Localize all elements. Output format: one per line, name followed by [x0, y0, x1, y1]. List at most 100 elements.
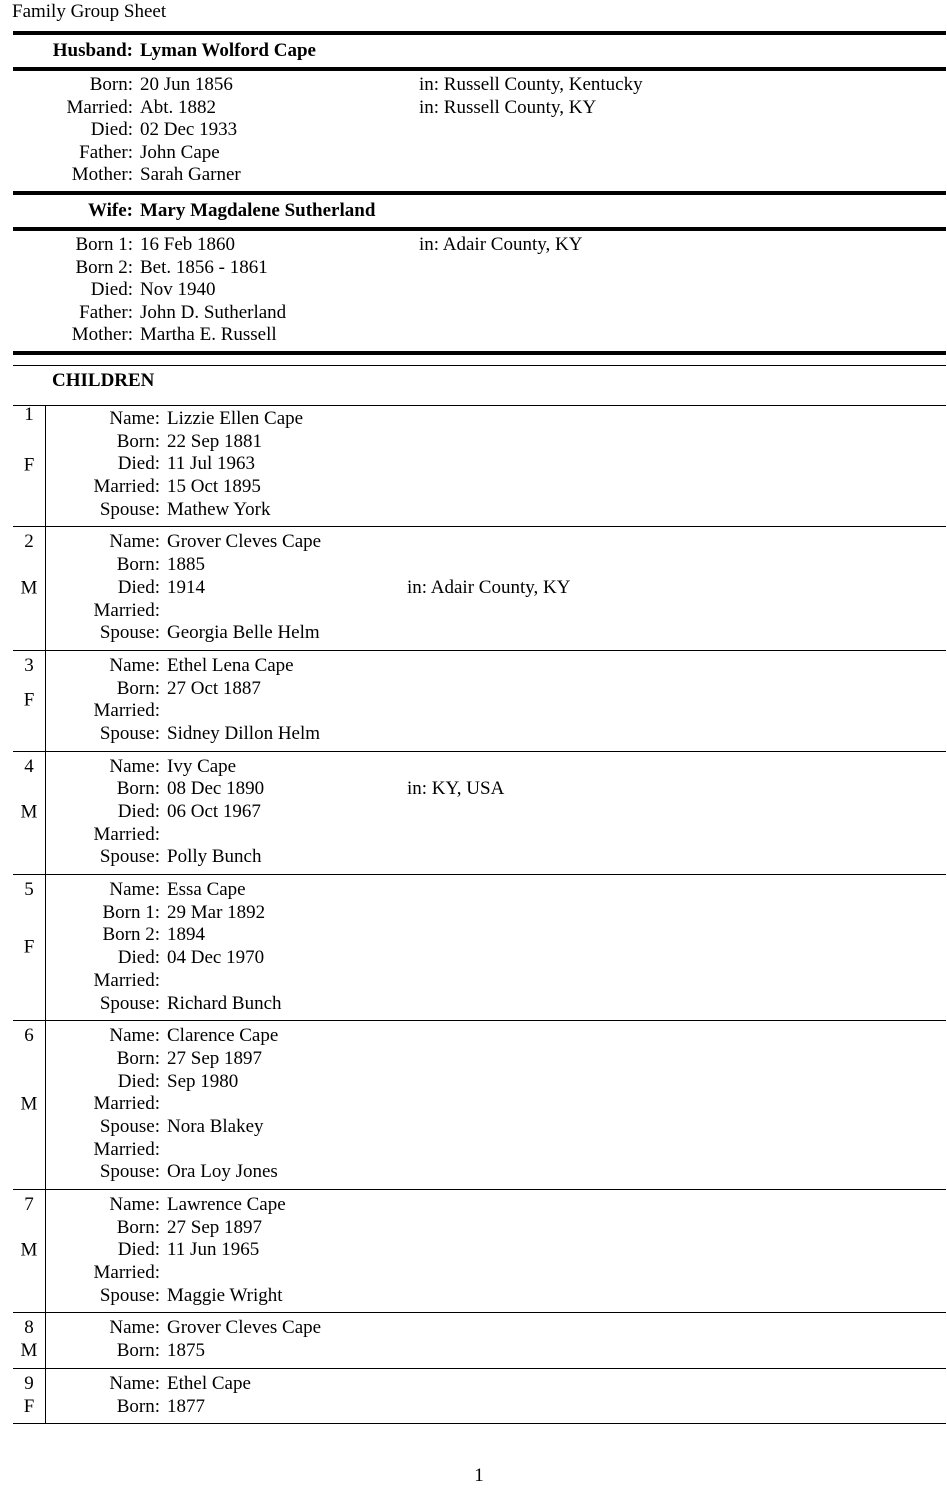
fact-value: 15 Oct 1895: [167, 476, 261, 498]
fact-value: 06 Oct 1967: [167, 801, 261, 822]
fact-row: Name: Clarence Cape: [46, 1025, 407, 1048]
fact-row: Married:: [46, 824, 504, 847]
fact-label: Born 1:: [102, 901, 160, 923]
fact-row: Born 2: Bet. 1856 - 1861: [13, 257, 946, 280]
fact-value: Grover Cleves Cape: [167, 531, 322, 553]
page-number: 1: [474, 1465, 484, 1486]
fact-row: Married:: [46, 700, 407, 723]
fact-row: Name: Grover Cleves Cape: [46, 531, 570, 554]
fact-value: 27 Oct 1887: [167, 677, 261, 699]
divider: [13, 191, 946, 195]
fact-label: Died:: [117, 947, 160, 969]
fact-row: Spouse: Ora Loy Jones: [46, 1161, 407, 1184]
child-number: 6: [24, 1025, 34, 1047]
fact-row: Father: John Cape: [13, 142, 946, 165]
wife-name: Mary Magdalene Sutherland: [140, 200, 376, 221]
child-number: 1: [24, 404, 34, 425]
fact-label: Father:: [79, 301, 133, 323]
fact-value: [167, 1139, 407, 1162]
fact-value: Lawrence Cape: [167, 1194, 286, 1215]
divider: [13, 31, 946, 35]
fact-row: Born: 1885: [46, 554, 570, 577]
fact-row: Married:: [46, 1093, 407, 1116]
fact-label: Name:: [109, 408, 160, 429]
fact-value: Polly Bunch: [167, 846, 262, 868]
fact-value: Georgia Belle Helm: [167, 622, 320, 644]
child-gender: F: [23, 454, 35, 476]
fact-row: Name: Essa Cape: [46, 879, 407, 902]
fact-value: Lizzie Ellen Cape: [167, 408, 304, 429]
fact-label: Born:: [116, 430, 160, 452]
fact-label: Died:: [117, 1239, 160, 1261]
fact-label: Married:: [66, 96, 133, 118]
child-facts: Name: Lawrence Cape Born: 27 Sep 1897 Died: 1…: [46, 1190, 407, 1312]
child-facts: Name: Ethel Cape Born: 1877: [46, 1369, 407, 1423]
fact-label: Name:: [109, 755, 160, 777]
fact-label: Married:: [93, 823, 160, 845]
fact-row: Born: 08 Dec 1890 in: KY, USA: [46, 778, 505, 801]
fact-place: in: Adair County, KY: [419, 234, 583, 255]
fact-row: Spouse: Georgia Belle Helm: [46, 622, 570, 645]
fact-row: Born 2: 1894: [46, 924, 407, 947]
fact-label: Name:: [109, 531, 160, 553]
fact-row: Married: 15 Oct 1895: [46, 476, 407, 499]
child-gender: F: [23, 1395, 35, 1417]
fact-value: [167, 1093, 407, 1116]
fact-label: Born:: [116, 778, 160, 800]
fact-value: 27 Sep 1897: [167, 1216, 262, 1238]
fact-row: Born 1: 29 Mar 1892: [46, 902, 407, 925]
fact-label: Spouse:: [99, 1161, 160, 1183]
child-facts: Name: Lizzie Ellen Cape Born: 22 Sep 1881 Di…: [46, 404, 407, 526]
fact-row: Mother: Martha E. Russell: [13, 324, 946, 347]
fact-value: 04 Dec 1970: [167, 947, 265, 969]
fact-label: Married:: [93, 476, 160, 498]
child-row: 8 M Name: Grover Cleves Cape Born: 1875: [13, 1313, 946, 1369]
fact-place: in: KY, USA: [407, 778, 505, 800]
fact-value: [167, 1262, 407, 1285]
child-row: 7 M Name: Lawrence Cape Born: 27 Sep 1897 Died…: [13, 1190, 946, 1314]
fact-row: Born: 20 Jun 1856 in: Russell County, Kent…: [13, 74, 946, 97]
fact-label: Spouse:: [99, 498, 160, 520]
child-gender: F: [23, 936, 35, 958]
fact-row: Born 1: 16 Feb 1860 in: Adair County, KY: [13, 234, 946, 257]
child-gender: M: [20, 577, 38, 599]
fact-row: Spouse: Richard Bunch: [46, 993, 407, 1016]
fact-row: Married:: [46, 1139, 407, 1162]
fact-label: Spouse:: [99, 1284, 160, 1306]
fact-row: Spouse: Nora Blakey: [46, 1116, 407, 1139]
divider: [13, 67, 946, 71]
fact-value: Martha E. Russell: [140, 324, 277, 346]
husband-label: Husband:: [52, 40, 133, 61]
children-list: 1 F Name: Lizzie Ellen Cape Born: 22 Sep 1881…: [13, 404, 946, 1425]
fact-label: Spouse:: [99, 992, 160, 1014]
fact-value: Abt. 1882: [140, 96, 216, 118]
fact-row: Spouse: Maggie Wright: [46, 1285, 407, 1308]
fact-row: Name: Grover Cleves Cape: [46, 1317, 407, 1340]
husband-header: Husband: Lyman Wolford Cape: [13, 35, 946, 67]
fact-row: Name: Ethel Cape: [46, 1373, 407, 1396]
fact-value: 20 Jun 1856: [140, 74, 233, 95]
fact-label: Died:: [90, 119, 133, 141]
fact-label: Died:: [117, 1070, 160, 1092]
wife-label: Wife:: [87, 200, 133, 221]
child-facts: Name: Essa Cape Born 1: 29 Mar 1892 Born 2: 1…: [46, 875, 407, 1020]
fact-label: Born:: [116, 1047, 160, 1069]
child-row: 4 M Name: Ivy Cape Born: 08 Dec 1890 in: KY, U…: [13, 751, 946, 876]
child-facts: Name: Grover Cleves Cape Born: 1875: [46, 1313, 407, 1367]
fact-label: Died:: [117, 576, 160, 598]
child-gender: F: [23, 689, 35, 711]
child-number: 8: [24, 1317, 34, 1339]
child-facts: Name: Ivy Cape Born: 08 Dec 1890 in: KY, USA…: [46, 752, 505, 874]
fact-row: Name: Lawrence Cape: [46, 1194, 407, 1217]
fact-value: 1875: [167, 1340, 205, 1362]
child-row: 9 F Name: Ethel Cape Born: 1877: [13, 1368, 946, 1425]
fact-label: Born:: [116, 1216, 160, 1238]
fact-label: Spouse:: [99, 1115, 160, 1137]
fact-value: Nora Blakey: [167, 1115, 264, 1137]
divider: [13, 227, 946, 231]
fact-label: Name:: [109, 1025, 160, 1047]
fact-value: Grover Cleves Cape: [167, 1317, 322, 1339]
